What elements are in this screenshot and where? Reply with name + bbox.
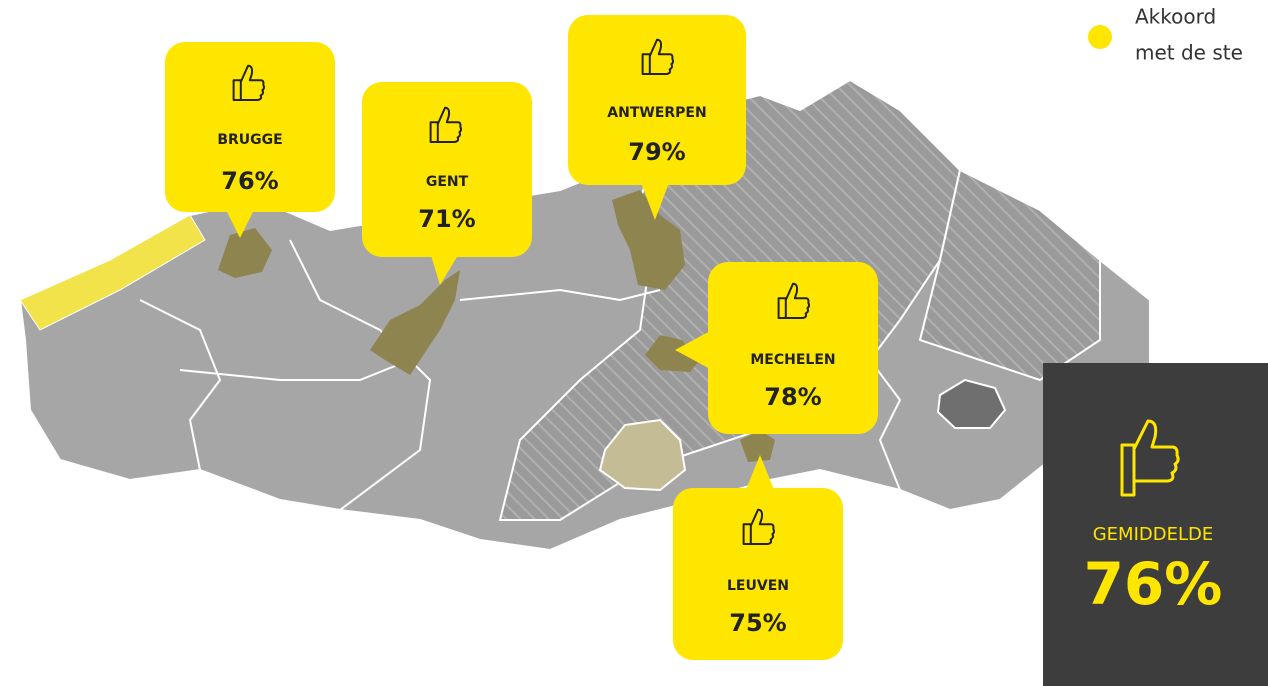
border <box>139 299 222 471</box>
district <box>936 378 1007 429</box>
legend-text: met de ste <box>1135 41 1243 65</box>
city-value: 78% <box>764 383 821 411</box>
city-area <box>218 228 272 278</box>
callout: MECHELEN 78% <box>675 262 878 434</box>
coast <box>19 214 206 331</box>
average-box: GEMIDDELDE 76% <box>1043 363 1268 686</box>
city-name: ANTWERPEN <box>607 105 706 121</box>
city-name: BRUGGE <box>217 132 282 148</box>
callout: LEUVEN 75% <box>673 455 843 660</box>
border <box>179 359 411 381</box>
average-label: GEMIDDELDE <box>1093 524 1214 545</box>
border <box>869 359 902 491</box>
callout: GENT 71% <box>362 82 532 285</box>
city-name: MECHELEN <box>750 352 835 368</box>
callout: BRUGGE 76% <box>165 42 335 238</box>
average-value: 76% <box>1084 550 1223 618</box>
border <box>459 288 661 302</box>
city-area <box>740 430 775 462</box>
city-value: 71% <box>418 205 475 233</box>
city-value: 79% <box>628 138 685 166</box>
city-value: 75% <box>729 609 786 637</box>
callout: ANTWERPEN 79% <box>568 15 746 220</box>
city-area <box>370 270 460 375</box>
city-name: LEUVEN <box>727 578 789 594</box>
legend-swatch <box>1088 25 1112 49</box>
legend-text: Akkoord <box>1135 5 1216 29</box>
city-area <box>645 335 700 372</box>
city-name: GENT <box>426 174 469 190</box>
hatched-province <box>918 168 1101 382</box>
city-value: 76% <box>221 167 278 195</box>
city-area <box>612 190 685 290</box>
brussels <box>598 418 687 492</box>
